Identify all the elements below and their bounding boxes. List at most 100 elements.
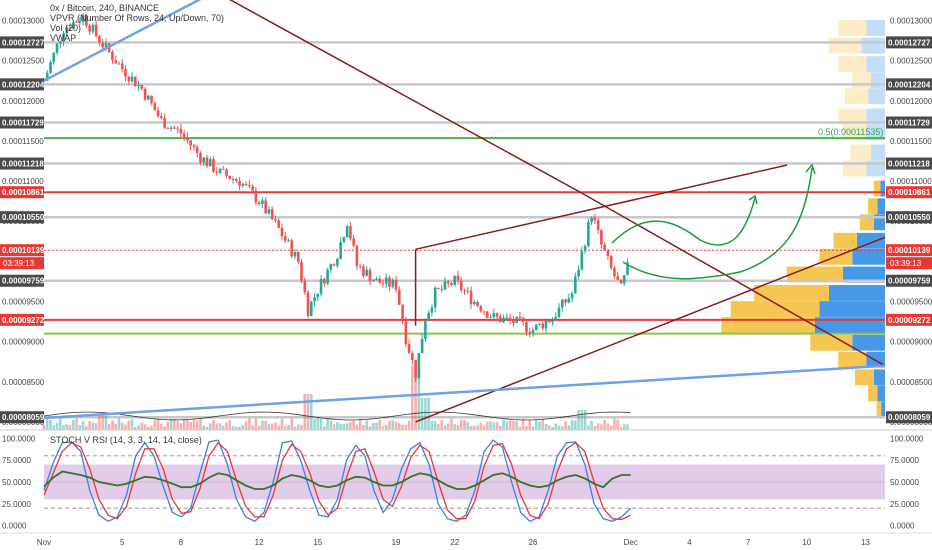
volume-bar — [91, 422, 95, 430]
vp-row-up — [754, 285, 829, 301]
price-badge-right-text: 0.00010861 — [888, 188, 931, 197]
trendline — [43, 364, 886, 420]
vp-row-up — [850, 144, 871, 161]
volume-bar — [225, 422, 228, 430]
volume-bar — [169, 418, 173, 430]
price-badge-left — [0, 116, 44, 129]
candle-body — [417, 353, 421, 379]
volume-bar — [411, 366, 414, 430]
volume-bar — [81, 421, 85, 430]
volume-bar — [459, 419, 463, 430]
price-badge-left — [0, 313, 44, 326]
candle-body — [147, 95, 150, 100]
volume-bar — [264, 420, 267, 430]
candle-body — [603, 244, 606, 251]
volume-bar — [391, 419, 395, 430]
candle-body — [114, 60, 118, 64]
volume-bar — [407, 420, 411, 430]
volume-bar — [547, 425, 551, 430]
candle-body — [596, 220, 600, 231]
stoch-tick-left: 25.0000 — [2, 500, 31, 509]
volume-bar — [352, 420, 355, 430]
volume-bar — [577, 410, 580, 430]
volume-bar — [241, 424, 245, 430]
indicator-vpvr[interactable]: VPVR (Number Of Rows, 24, Up/Down, 70) — [50, 13, 225, 23]
volume-bar — [235, 426, 238, 430]
volume-bar — [228, 420, 232, 430]
price-tick-right: 0.00011000 — [890, 177, 932, 186]
candle-body — [267, 209, 271, 214]
volume-bar — [130, 419, 134, 430]
price-badge-left-text: 0.00010550 — [2, 213, 45, 222]
volume-bar — [166, 421, 170, 430]
chart-title[interactable]: 0x / Bitcoin, 240, BINANCE — [50, 3, 160, 13]
volume-bar — [492, 422, 496, 430]
indicator-vwap[interactable]: VWAP — [50, 33, 77, 43]
volume-bar — [398, 422, 401, 430]
volume-bar — [427, 398, 430, 430]
candle-body — [91, 24, 95, 32]
volume-bar — [476, 425, 479, 430]
price-tick-right: 0.00013000 — [890, 16, 932, 25]
trendline — [229, 0, 583, 194]
volume-bar — [221, 425, 225, 430]
candle-body — [163, 118, 166, 129]
vp-row-down — [881, 401, 885, 418]
volume-bar — [394, 421, 398, 430]
candle-body — [430, 307, 434, 313]
time-axis[interactable]: Nov 5 8 12 15 19 22 26 Dec 4 7 10 13 — [0, 532, 932, 547]
price-badge-right — [886, 78, 932, 91]
stoch-rsi-pane[interactable]: 100.0000 100.0000 75.0000 75.0000 50.0000 50.… — [2, 434, 924, 530]
volume-bar — [600, 424, 603, 430]
volume-bar — [404, 424, 408, 430]
chart-legend: 0x / Bitcoin, 240, BINANCE VPVR (Number … — [50, 3, 224, 43]
time-tick: 22 — [450, 538, 459, 547]
indicator-vol[interactable]: Vol (20) — [50, 23, 82, 33]
candle-body — [358, 265, 362, 267]
candle-body — [179, 128, 183, 134]
candle-body — [127, 76, 131, 82]
price-badge-left — [0, 211, 44, 224]
vp-row-up — [873, 180, 881, 197]
volume-bar — [381, 426, 385, 430]
candle-body — [352, 238, 355, 246]
candle-body — [616, 276, 620, 280]
stoch-tick-left: 50.0000 — [2, 478, 31, 487]
candle-body — [248, 184, 251, 187]
vp-row-up — [838, 20, 867, 36]
volume-bar — [489, 421, 492, 430]
candle-body — [518, 316, 522, 319]
price-badge-left-text: 0.00010861 — [2, 188, 45, 197]
vp-row-down — [868, 88, 885, 105]
candle-body — [622, 275, 626, 284]
volume-bar — [160, 423, 163, 430]
volume-bar — [583, 410, 587, 430]
time-tick: 19 — [392, 538, 401, 547]
price-pane[interactable]: 0.5(0.00011535) — [5, 0, 886, 430]
volume-bar — [202, 425, 206, 430]
vp-row-down — [814, 317, 885, 334]
volume-bar — [378, 419, 382, 430]
stoch-legend[interactable]: STOCH V RSI (14, 3, 3, 14, 14, close) — [50, 435, 202, 445]
volume-bar — [208, 423, 212, 430]
volume-bar — [45, 419, 49, 430]
volume-bar — [557, 425, 561, 430]
volume-bar — [114, 423, 118, 430]
candle-body — [547, 320, 551, 323]
candle-body — [446, 281, 450, 284]
stoch-tick-left: 0.0000 — [2, 522, 27, 531]
volume-bar — [437, 424, 440, 430]
volume-bar — [433, 421, 437, 430]
vp-row-down — [880, 180, 885, 197]
candle-body — [257, 202, 261, 204]
candle-body — [525, 321, 528, 333]
candle-body — [238, 180, 241, 186]
candle-body — [414, 360, 417, 379]
price-levels — [44, 41, 885, 419]
volume-bar — [261, 420, 264, 430]
volume-bar — [270, 423, 274, 430]
vp-row-down — [828, 285, 885, 301]
volume-bar — [195, 420, 199, 430]
price-axis[interactable]: 0.00013000 0.00013000 0.00012500 0.00012500… — [0, 16, 932, 427]
